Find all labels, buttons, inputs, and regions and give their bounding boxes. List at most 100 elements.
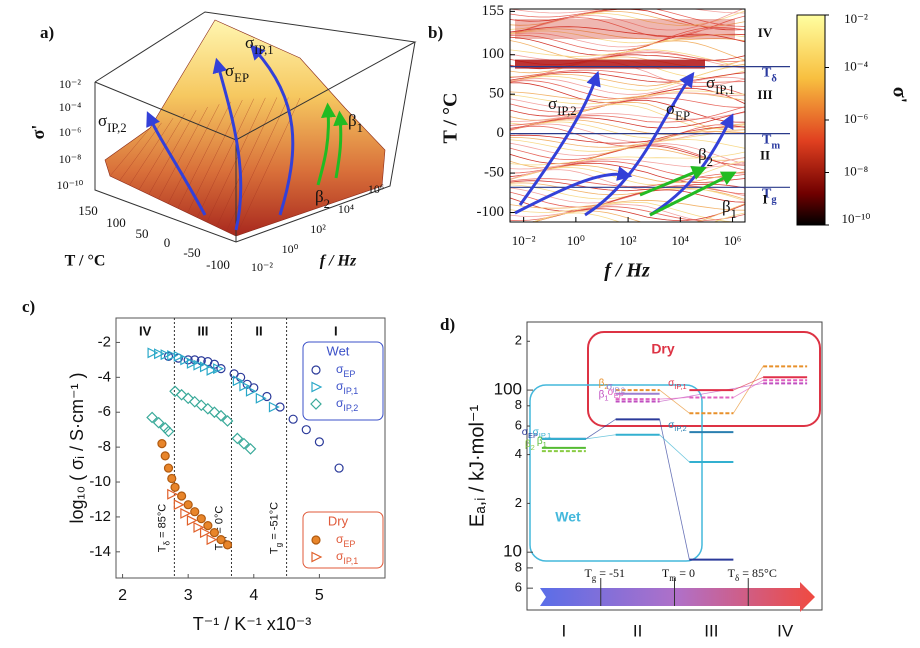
point	[221, 415, 234, 427]
contour-line	[510, 121, 745, 140]
point	[334, 463, 344, 473]
arrow	[249, 44, 295, 216]
y-tick-label: 4	[515, 446, 522, 461]
legend-box	[302, 341, 384, 421]
point	[268, 401, 280, 413]
point	[244, 443, 257, 455]
contour-line	[510, 97, 745, 113]
legend-marker	[311, 365, 321, 375]
point	[182, 392, 195, 405]
panel-label: a)	[40, 23, 54, 42]
contour-line	[510, 126, 745, 144]
legend-label: σIP,1	[336, 379, 358, 396]
x-tick-label: 10⁻²	[512, 233, 536, 248]
point	[245, 385, 257, 397]
y-tick-label: -50	[484, 165, 504, 181]
contour-line	[510, 28, 745, 42]
surface	[104, 19, 386, 237]
y-tick-label: -2	[98, 333, 111, 350]
point	[163, 351, 174, 361]
contour-line	[510, 189, 745, 212]
legend-marker	[311, 381, 323, 393]
point	[167, 488, 179, 500]
panel-label: b)	[428, 23, 443, 42]
y-tick-label: 2	[515, 333, 522, 348]
arrow	[333, 110, 349, 179]
annotation: σIP,1	[245, 33, 274, 57]
connector	[585, 419, 616, 440]
arrow	[639, 165, 707, 197]
annotation: σIP,1	[706, 73, 735, 97]
reference-label: Tm	[762, 133, 780, 152]
x-tick-label: 4	[249, 587, 258, 604]
legend-marker	[311, 535, 321, 545]
level-label: σEP	[522, 427, 538, 441]
contour-line	[510, 139, 745, 152]
connector	[659, 434, 690, 463]
arrow	[212, 57, 243, 231]
contour-line	[510, 65, 745, 91]
contour-line	[510, 90, 745, 105]
y-tick-label: 6	[515, 417, 522, 432]
f-tick-label: 10⁶	[368, 182, 384, 196]
colorbar	[796, 14, 826, 226]
point	[203, 521, 213, 531]
surface-grid-line	[226, 97, 289, 232]
surface-grid-line	[109, 127, 151, 177]
contour-line	[510, 48, 745, 69]
point	[183, 355, 193, 365]
arrow	[316, 102, 336, 186]
connector	[733, 379, 764, 398]
y-tick-label: -14	[89, 543, 111, 560]
x-tick-label: 5	[315, 587, 324, 604]
y-tick-label: -12	[89, 508, 111, 525]
surface-grid-line	[129, 118, 174, 186]
contour-line	[510, 204, 709, 222]
point	[231, 432, 244, 445]
t-tick-label: 0	[164, 235, 171, 250]
reference-label: Tg	[762, 187, 777, 206]
point	[183, 500, 193, 510]
x-tick-label: II	[633, 621, 642, 640]
colorbar-tick-label: 10⁻²	[844, 11, 868, 26]
point	[180, 507, 192, 519]
point	[147, 347, 159, 359]
annotation: β1	[722, 197, 737, 221]
surface-grid-line	[216, 97, 278, 227]
panel-label: d)	[440, 315, 455, 334]
frame	[115, 317, 386, 579]
z-tick-label: 10⁻¹⁰	[57, 178, 84, 192]
t-tick-label: -50	[183, 245, 200, 260]
surface-grid-line	[158, 106, 208, 200]
point	[167, 473, 177, 484]
level-label: σEP	[608, 387, 624, 401]
boundary-label: Tδ = 85°C	[728, 566, 777, 583]
x-tick-label: 10²	[620, 233, 637, 248]
y-tick-label: -6	[98, 403, 111, 420]
contour-line	[510, 26, 745, 52]
point	[206, 364, 218, 376]
x-tick-label: 3	[184, 587, 193, 604]
y-tick-label: -4	[98, 368, 111, 385]
point	[160, 451, 170, 461]
annotation: σIP,2	[98, 111, 127, 135]
point	[209, 528, 220, 538]
y-tick-label: 10	[503, 542, 522, 561]
annotation: σEP	[225, 61, 249, 85]
connector	[659, 389, 690, 414]
colorbar-tick-label: 10⁻⁶	[844, 111, 868, 126]
point	[193, 521, 205, 533]
contour-line	[510, 9, 745, 27]
contour-line	[510, 123, 745, 143]
y-tick-label: 8	[515, 397, 522, 412]
y-tick-label: 100	[482, 46, 505, 62]
connector	[659, 397, 690, 400]
contour-line	[510, 91, 745, 101]
contour-line	[510, 111, 745, 122]
point	[202, 402, 214, 415]
f-tick-label: 10⁰	[282, 242, 299, 256]
x-tick-label: I	[562, 621, 567, 640]
connector	[733, 366, 764, 414]
